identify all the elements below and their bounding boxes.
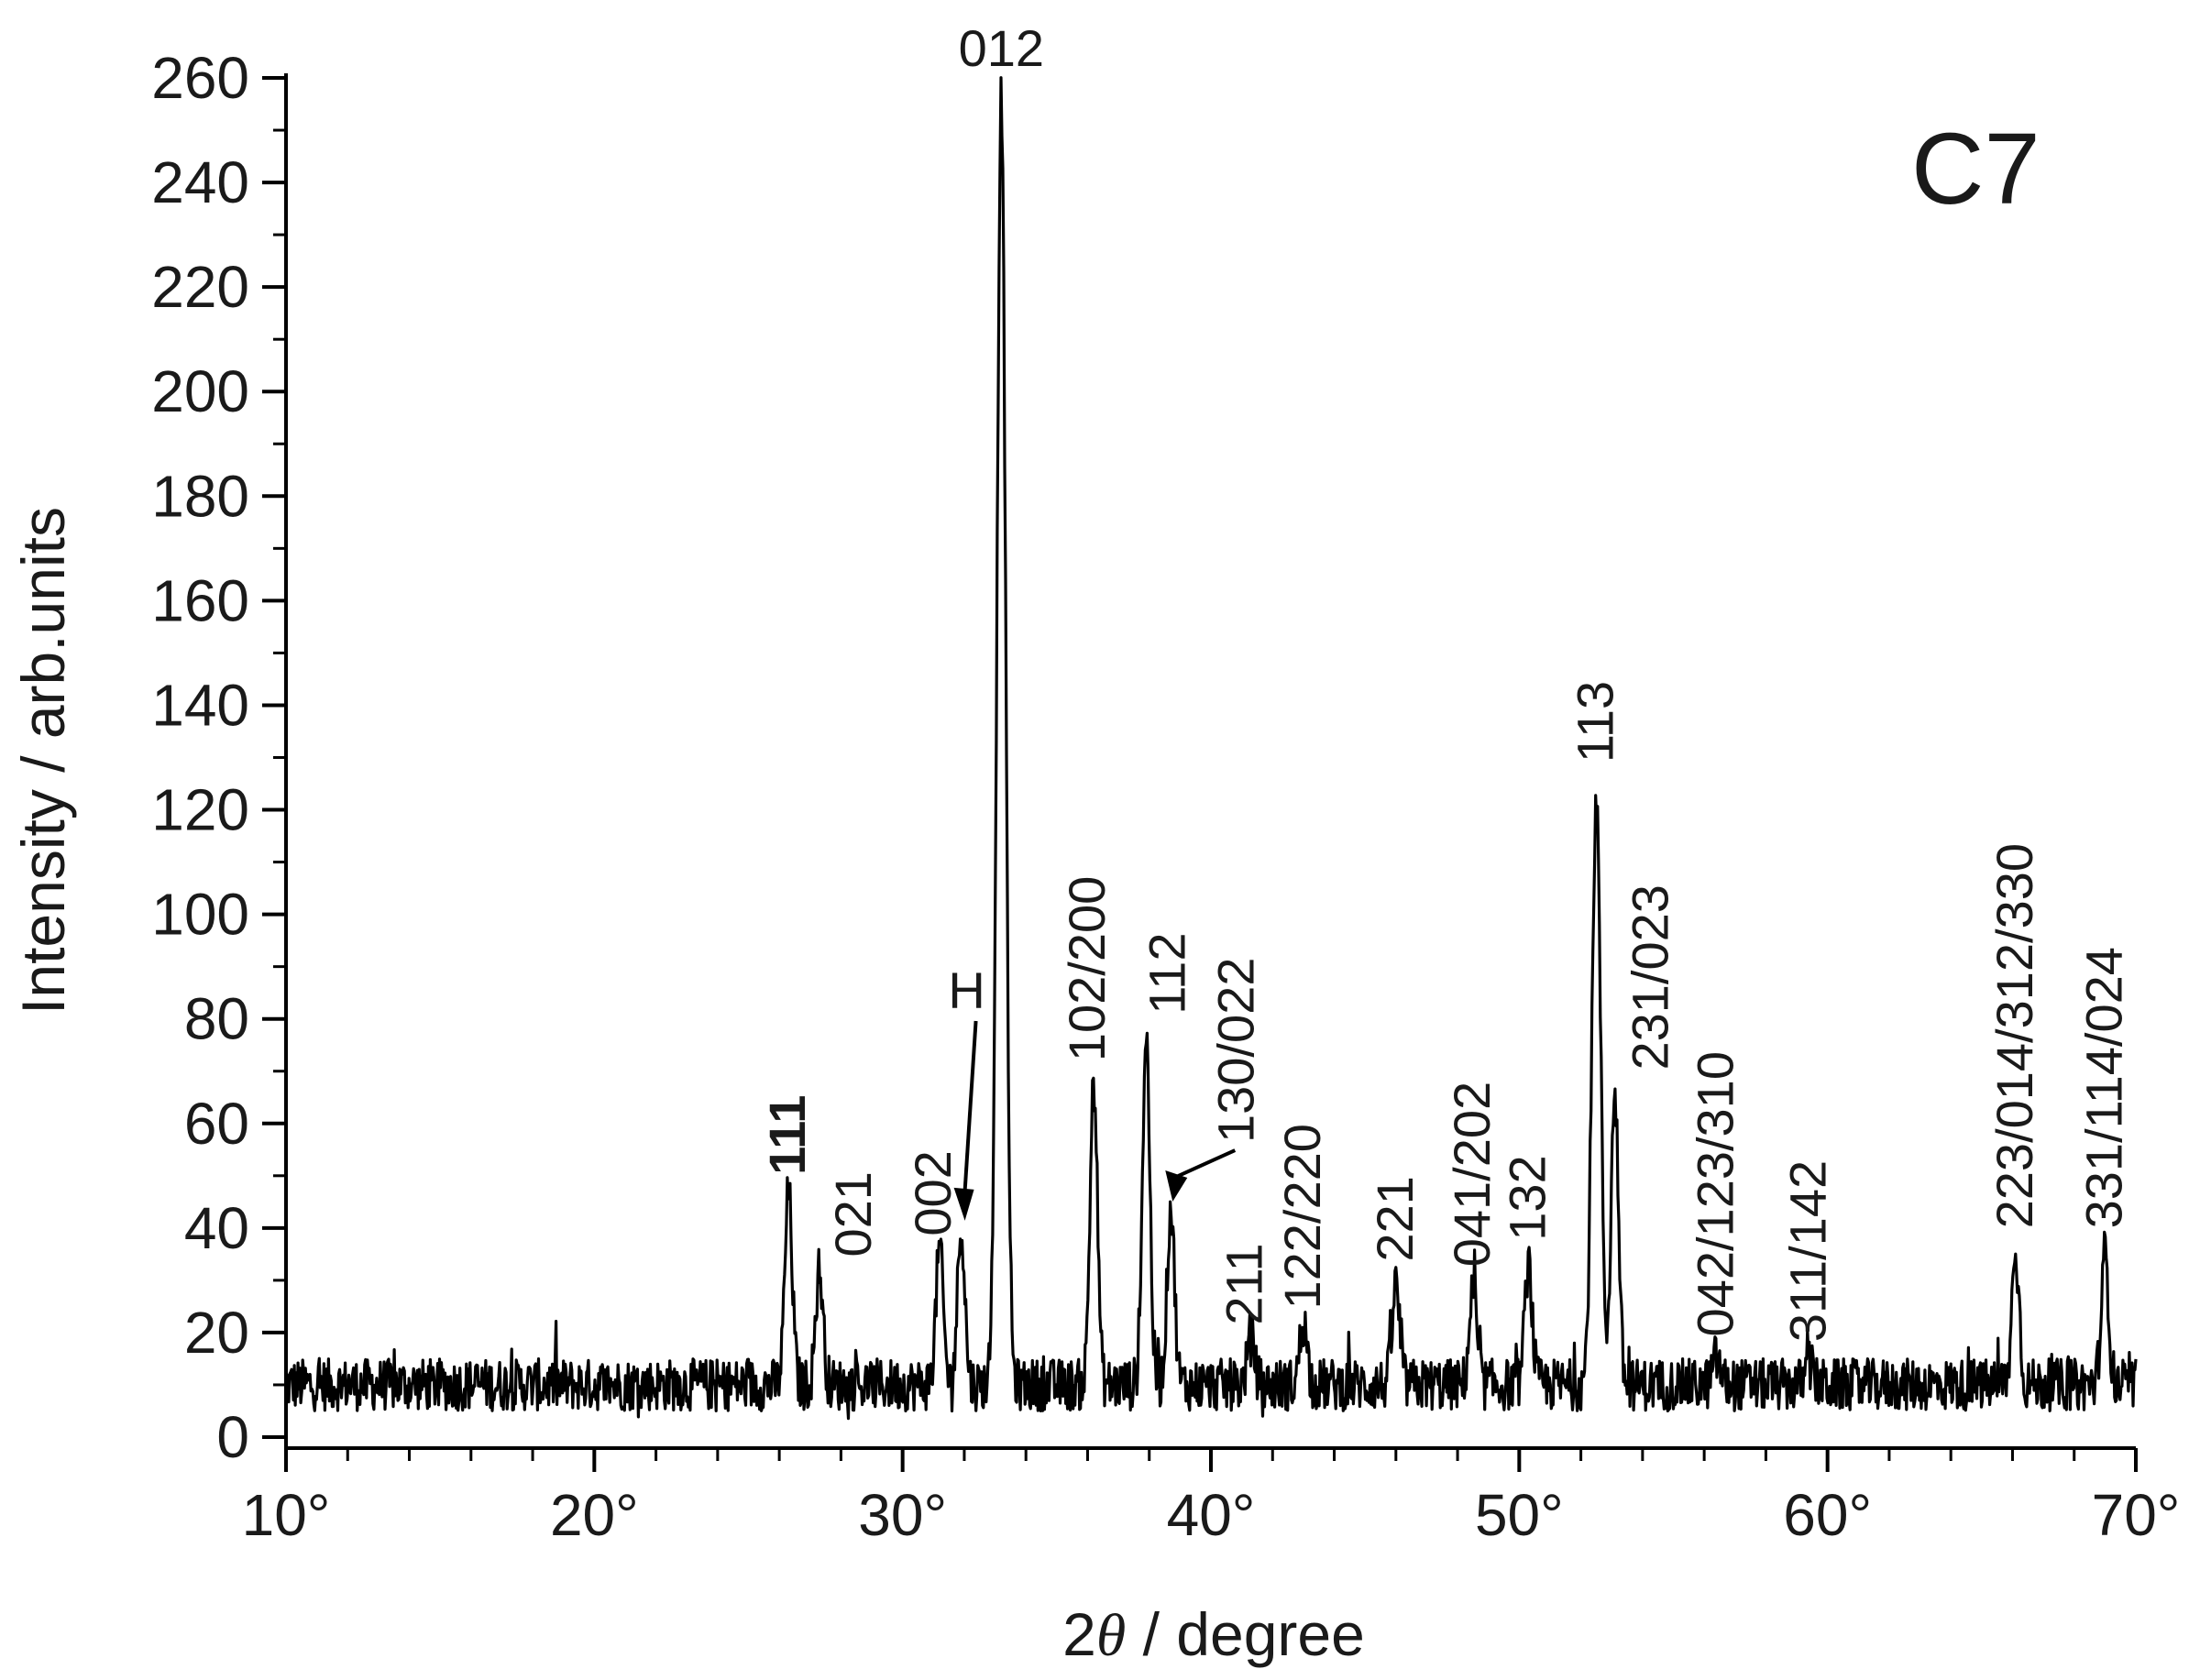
axis-ticks: [262, 76, 2138, 1472]
peak-label: 021: [824, 1171, 882, 1257]
peak-label: 122/220: [1273, 1124, 1331, 1309]
y-tick-label: 120: [151, 777, 249, 843]
x-axis-title-prefix: 2: [1062, 1600, 1096, 1668]
y-tick-label: 160: [151, 567, 249, 633]
y-tick-label: 140: [151, 672, 249, 738]
peak-arrows: [953, 1020, 1237, 1221]
plot-area: [284, 73, 2136, 1450]
diffraction-trace: [284, 76, 2138, 1421]
x-tick-label: 20°: [550, 1482, 639, 1548]
x-tick-label: 30°: [858, 1482, 947, 1548]
y-tick-label: 60: [184, 1091, 249, 1157]
y-tick-label: 240: [151, 149, 249, 215]
x-tick-label: 70°: [2092, 1482, 2181, 1548]
panel-label: C7: [1911, 113, 2040, 225]
y-tick-label: 80: [184, 986, 249, 1052]
peak-label: 132: [1498, 1155, 1556, 1240]
x-axis-title-suffix: / degree: [1126, 1600, 1365, 1668]
y-tick-label: 40: [184, 1195, 249, 1261]
x-axis-title: 2θ / degree: [1062, 1600, 1365, 1669]
y-tick-label: 180: [151, 463, 249, 529]
peak-label: 112: [1138, 933, 1195, 1015]
peak-label: 231/023: [1622, 884, 1679, 1070]
peak-label: 041/202: [1443, 1082, 1501, 1267]
x-tick-label: 40°: [1167, 1482, 1256, 1548]
peak-label: 113: [1566, 681, 1623, 763]
y-axis-title: Intensity / arb.units: [9, 507, 77, 1015]
y-tick-label: 100: [151, 882, 249, 948]
peak-label: 102/200: [1058, 876, 1116, 1061]
y-tick-labels: 0 20 40 60 80 100 120 140 160 180 200 220 240 260: [151, 45, 249, 1470]
arrow-h-shaft: [962, 1020, 978, 1191]
peak-label: 111: [758, 1095, 816, 1175]
peak-label: 211: [1216, 1243, 1273, 1324]
peak-label: 311/142: [1778, 1160, 1836, 1342]
x-tick-label: 60°: [1783, 1482, 1872, 1548]
x-tick-label: 50°: [1475, 1482, 1564, 1548]
y-tick-label: 200: [151, 358, 249, 424]
y-tick-label: 20: [184, 1300, 249, 1366]
y-tick-label: 220: [151, 254, 249, 320]
peak-label-h: H: [948, 961, 984, 1019]
y-tick-label: 260: [151, 45, 249, 111]
x-axis-title-symbol: θ: [1096, 1602, 1126, 1669]
x-tick-labels: 10° 20° 30° 40° 50° 60° 70°: [242, 1482, 2181, 1548]
x-tick-label: 10°: [242, 1482, 331, 1548]
peak-label: 331/114/024: [2074, 947, 2132, 1228]
peak-label: 130/022: [1206, 958, 1264, 1143]
peak-label: 002: [904, 1150, 962, 1235]
peak-label: 042/123/310: [1687, 1051, 1744, 1336]
peak-label: 223/014/312/330: [1986, 843, 2043, 1228]
y-tick-label: 0: [216, 1404, 249, 1470]
arrow-h-head: [953, 1187, 974, 1221]
peak-label-012: 012: [959, 19, 1044, 77]
peak-label: 221: [1366, 1176, 1424, 1261]
arrow-130-022-shaft: [1177, 1148, 1237, 1178]
arrow-130-022-head: [1165, 1170, 1188, 1202]
